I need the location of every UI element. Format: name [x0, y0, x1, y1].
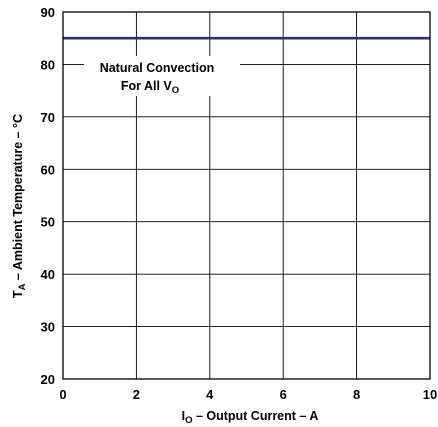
x-axis-title: IO – Output Current – A [182, 409, 319, 426]
y-tick-label: 60 [41, 162, 55, 177]
y-tick-label: 50 [41, 215, 55, 230]
x-tick-label: 2 [133, 387, 140, 402]
x-tick-label: 0 [59, 387, 66, 402]
y-tick-label: 20 [41, 372, 55, 387]
y-axis-title: TA – Ambient Temperature – °C [11, 114, 28, 298]
x-tick-labels: 0 2 4 6 8 10 [59, 387, 437, 402]
annotation-background [84, 56, 240, 96]
y-tick-label: 90 [41, 5, 55, 20]
y-tick-label: 70 [41, 110, 55, 125]
y-tick-label: 30 [41, 320, 55, 335]
y-tick-labels: 20 30 40 50 60 70 80 90 [41, 5, 55, 387]
x-tick-label: 6 [280, 387, 287, 402]
plot-frame [62, 11, 431, 380]
x-tick-label: 10 [423, 387, 437, 402]
y-tick-label: 80 [41, 57, 55, 72]
y-tick-label: 40 [41, 267, 55, 282]
annotation-line-2: For All VO [121, 79, 179, 96]
x-tick-label: 8 [353, 387, 360, 402]
annotation-line-1: Natural Convection [100, 61, 215, 75]
x-tick-label: 4 [206, 387, 214, 402]
